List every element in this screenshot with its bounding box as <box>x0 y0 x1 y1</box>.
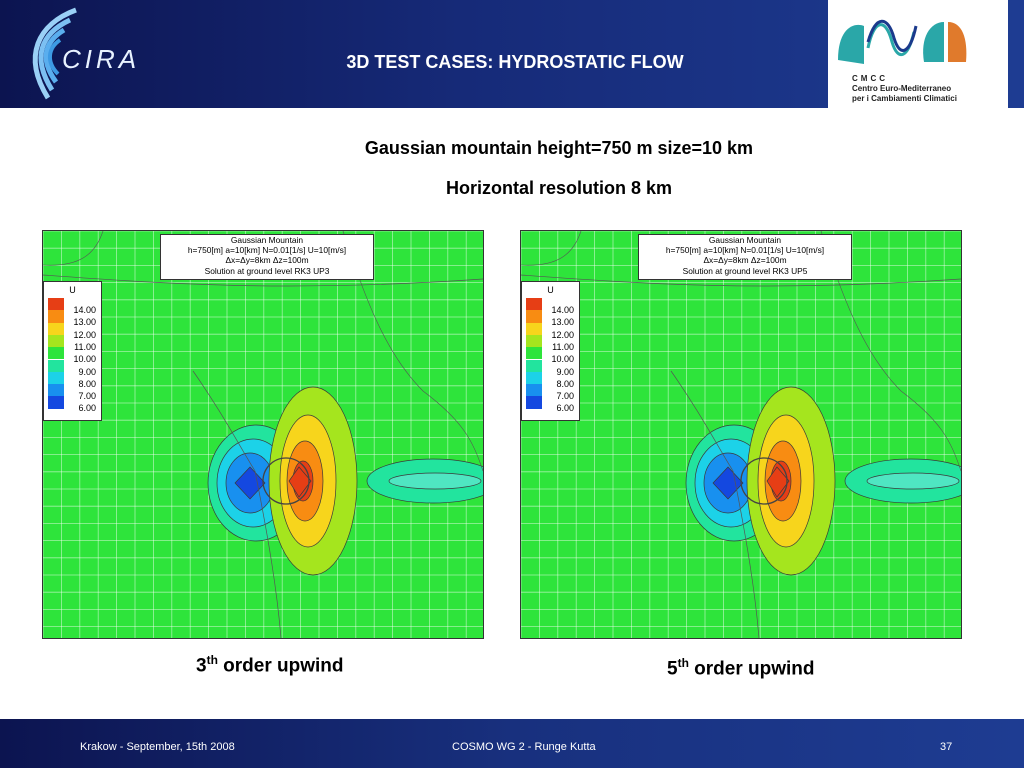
caption-text: order upwind <box>217 655 344 677</box>
legend-swatch <box>48 298 64 311</box>
footer-event: Krakow - September, 15th 2008 <box>80 741 235 753</box>
legend-swatch <box>526 347 542 360</box>
svg-text:CIRA: CIRA <box>62 44 140 74</box>
legend-swatch <box>526 384 542 397</box>
legend-level: 7.00 <box>556 391 574 402</box>
info-title: Gaussian Mountain <box>708 235 782 245</box>
contour-plot-left: Gaussian Mountain h=750[m] a=10[km] N=0.… <box>42 230 484 639</box>
legend-swatch <box>48 359 64 372</box>
legend-level: 13.00 <box>551 317 574 328</box>
cmcc-acronym: CMCC <box>852 74 888 83</box>
legend-level: 14.00 <box>73 305 96 315</box>
caption-order: 3 <box>196 655 207 677</box>
legend-variable: U <box>547 285 554 295</box>
color-legend: U 14.00 13.00 12.00 11.00 10.00 9.00 8.00 7.00 6… <box>521 281 580 421</box>
page-number: 37 <box>940 741 953 753</box>
legend-swatch <box>48 396 64 409</box>
legend-swatch <box>526 334 542 348</box>
legend-swatch <box>48 384 64 397</box>
plot-info-box: Gaussian Mountain h=750[m] a=10[km] N=0.… <box>160 234 374 280</box>
legend-level: 10.00 <box>551 354 574 365</box>
cmcc-waves-icon <box>838 19 967 64</box>
legend-level: 12.00 <box>551 329 574 340</box>
legend-swatch <box>526 298 542 311</box>
info-scheme: Solution at ground level RK3 UP3 <box>204 265 330 276</box>
legend-level: 8.00 <box>78 378 96 389</box>
legend-swatch <box>48 310 64 323</box>
legend-swatch <box>48 371 64 385</box>
info-title: Gaussian Mountain <box>230 235 304 245</box>
caption-sup: th <box>206 653 218 667</box>
legend-level: 12.00 <box>73 329 96 340</box>
info-resolution: Δx=Δy=8km Δz=100m <box>225 255 309 266</box>
legend-level: 10.00 <box>73 354 96 365</box>
legend-swatch <box>526 322 542 335</box>
legend-swatch <box>526 359 542 372</box>
caption-sup: th <box>677 656 689 670</box>
caption-order: 5 <box>667 658 678 680</box>
caption-right: 5th order upwind <box>667 656 815 680</box>
footer-bar: Krakow - September, 15th 2008 COSMO WG 2… <box>0 719 1024 768</box>
legend-level: 9.00 <box>78 366 96 377</box>
legend-level: 6.00 <box>78 403 96 414</box>
legend-level: 13.00 <box>73 317 96 328</box>
cmcc-name-line2: per i Cambiamenti Climatici <box>852 94 957 103</box>
legend-level: 9.00 <box>556 366 574 377</box>
color-legend: U 14.00 13.00 12.00 11.00 10.00 9.00 8.00 7.00 6… <box>43 281 102 421</box>
legend-swatch <box>526 396 542 409</box>
cmcc-name-line1: Centro Euro-Mediterraneo <box>852 84 952 93</box>
legend-level: 6.00 <box>556 403 574 414</box>
info-scheme: Solution at ground level RK3 UP5 <box>682 265 808 276</box>
subtitle-line1: Gaussian mountain height=750 m size=10 k… <box>364 138 754 158</box>
contour-field <box>43 231 483 638</box>
legend-level: 14.00 <box>551 305 574 315</box>
legend-swatch <box>48 322 64 335</box>
info-params: h=750[m] a=10[km] N=0.01[1/s] U=10[m/s] <box>665 245 825 256</box>
slide-title: 3D TEST CASES: HYDROSTATIC FLOW <box>346 52 684 72</box>
plot-info-box: Gaussian Mountain h=750[m] a=10[km] N=0.… <box>638 234 852 280</box>
contour-field <box>521 231 961 638</box>
footer-topic: COSMO WG 2 - Runge Kutta <box>452 741 596 753</box>
legend-swatch <box>526 310 542 323</box>
legend-level: 8.00 <box>556 378 574 389</box>
legend-level: 11.00 <box>74 341 96 352</box>
info-resolution: Δx=Δy=8km Δz=100m <box>703 255 787 266</box>
info-params: h=750[m] a=10[km] N=0.01[1/s] U=10[m/s] <box>187 245 347 256</box>
legend-level: 11.00 <box>552 341 574 352</box>
contour-plot-right: Gaussian Mountain h=750[m] a=10[km] N=0.… <box>520 230 962 639</box>
legend-swatch <box>526 371 542 385</box>
cmcc-logo: CMCC Centro Euro-Mediterraneo per i Camb… <box>828 0 1008 108</box>
caption-text: order upwind <box>688 658 815 680</box>
caption-left: 3th order upwind <box>196 653 344 677</box>
legend-variable: U <box>69 285 76 295</box>
legend-swatch <box>48 334 64 348</box>
cmcc-logo-text: CMCC Centro Euro-Mediterraneo per i Camb… <box>852 74 957 104</box>
legend-swatch <box>48 347 64 360</box>
subtitle-line2: Horizontal resolution 8 km <box>445 178 673 198</box>
legend-level: 7.00 <box>78 391 96 402</box>
header-bar: CIRA 3D TEST CASES: HYDROSTATIC FLOW CMC… <box>0 0 1024 108</box>
cira-logo: CIRA <box>32 7 140 100</box>
